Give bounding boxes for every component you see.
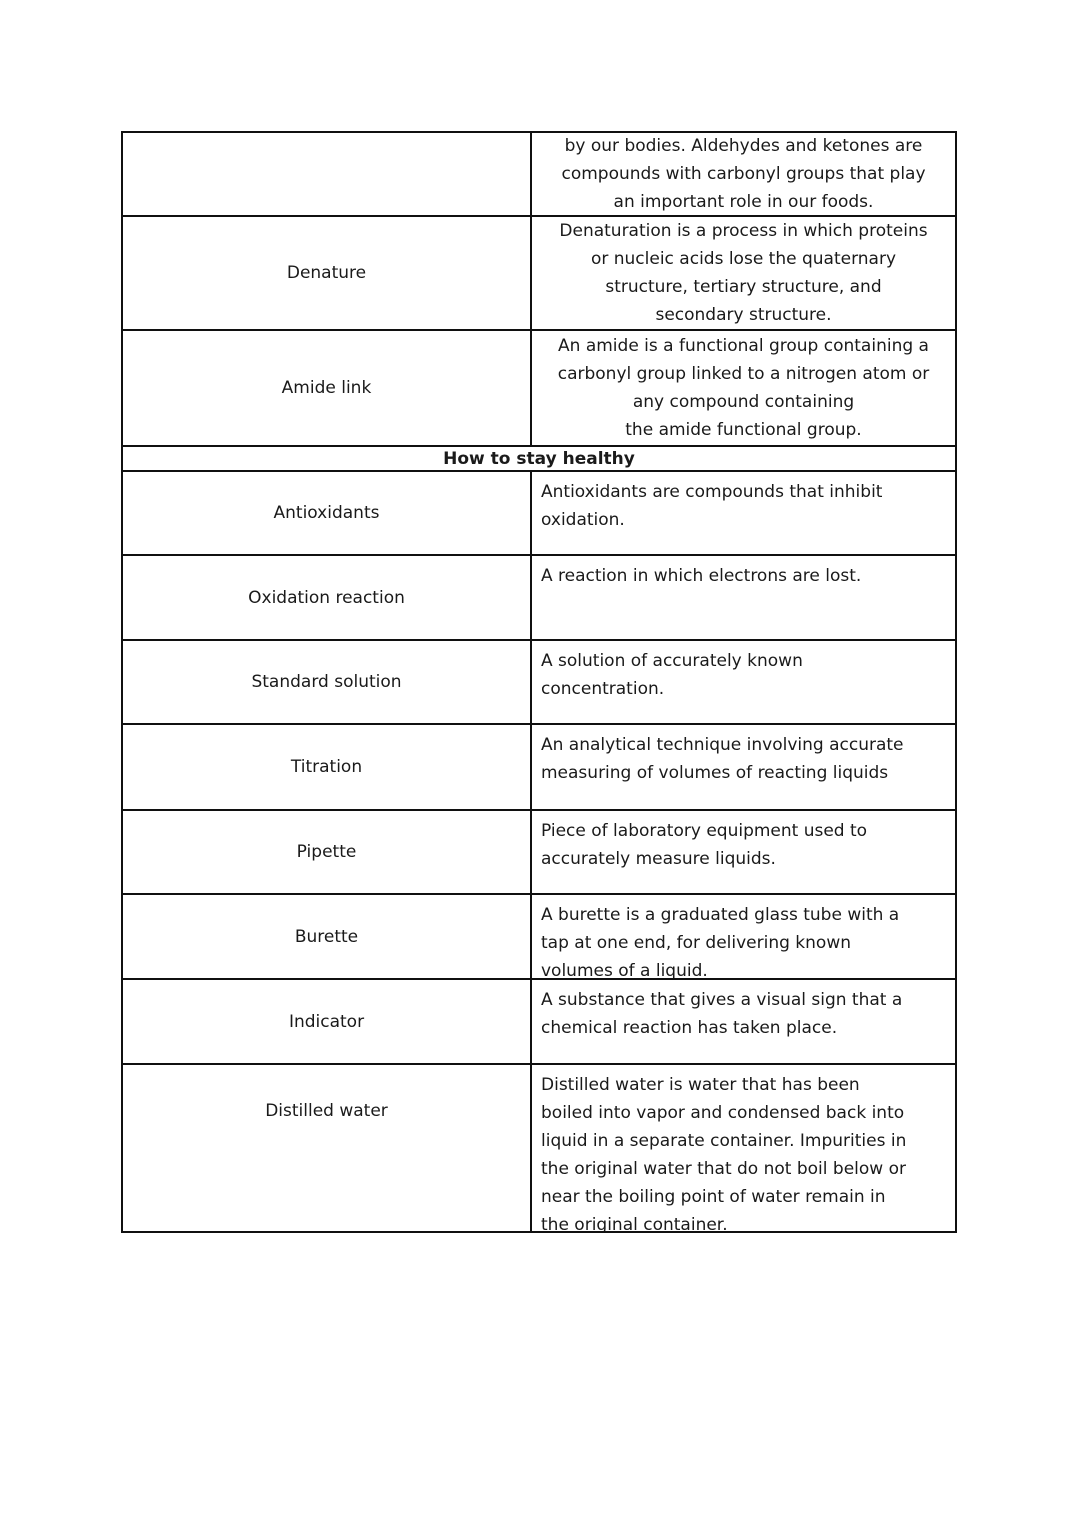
- table-row: by our bodies. Aldehydes and ketones are…: [123, 133, 955, 215]
- definition-text: A burette is a graduated glass tube with…: [530, 895, 955, 978]
- definition-text: Denaturation is a process in which prote…: [530, 217, 955, 329]
- term-label: Indicator: [288, 1011, 365, 1032]
- definition-text: A reaction in which electrons are lost.: [530, 556, 955, 639]
- term-label: Amide link: [281, 378, 372, 398]
- definition-text: A solution of accurately known concentra…: [530, 641, 955, 723]
- table-row: Amide link An amide is a functional grou…: [123, 329, 955, 445]
- term-label: Distilled water: [265, 1101, 388, 1121]
- table-row: Burette A burette is a graduated glass t…: [123, 893, 955, 978]
- table-row: Indicator A substance that gives a visua…: [123, 978, 955, 1063]
- table-row: Denature Denaturation is a process in wh…: [123, 215, 955, 329]
- table-row: Standard solution A solution of accurate…: [123, 639, 955, 723]
- definition-text: Piece of laboratory equipment used to ac…: [530, 811, 955, 893]
- table-row: Distilled water Distilled water is water…: [123, 1063, 955, 1231]
- section-header-row: How to stay healthy: [123, 445, 955, 470]
- term-label: Pipette: [296, 842, 357, 862]
- section-header: How to stay healthy: [443, 448, 635, 469]
- term-label: Standard solution: [251, 672, 402, 692]
- table-row: Titration An analytical technique involv…: [123, 723, 955, 809]
- definition-text: by our bodies. Aldehydes and ketones are…: [530, 133, 955, 215]
- table-row: Oxidation reaction A reaction in which e…: [123, 554, 955, 639]
- definition-text: An analytical technique involving accura…: [530, 725, 955, 809]
- definition-text: Antioxidants are compounds that inhibit …: [530, 472, 955, 554]
- term-label: Denature: [286, 263, 367, 283]
- term-label: Titration: [290, 757, 363, 777]
- term-label: Oxidation reaction: [248, 587, 405, 608]
- definitions-table: by our bodies. Aldehydes and ketones are…: [121, 131, 957, 1233]
- definition-text: A substance that gives a visual sign tha…: [530, 980, 955, 1063]
- table-row: Antioxidants Antioxidants are compounds …: [123, 470, 955, 554]
- definition-text: Distilled water is water that has been b…: [530, 1065, 955, 1231]
- term-label: [123, 133, 530, 215]
- definition-text: An amide is a functional group containin…: [530, 331, 955, 445]
- term-label: Antioxidants: [273, 503, 380, 523]
- table-row: Pipette Piece of laboratory equipment us…: [123, 809, 955, 893]
- term-label: Burette: [294, 926, 359, 947]
